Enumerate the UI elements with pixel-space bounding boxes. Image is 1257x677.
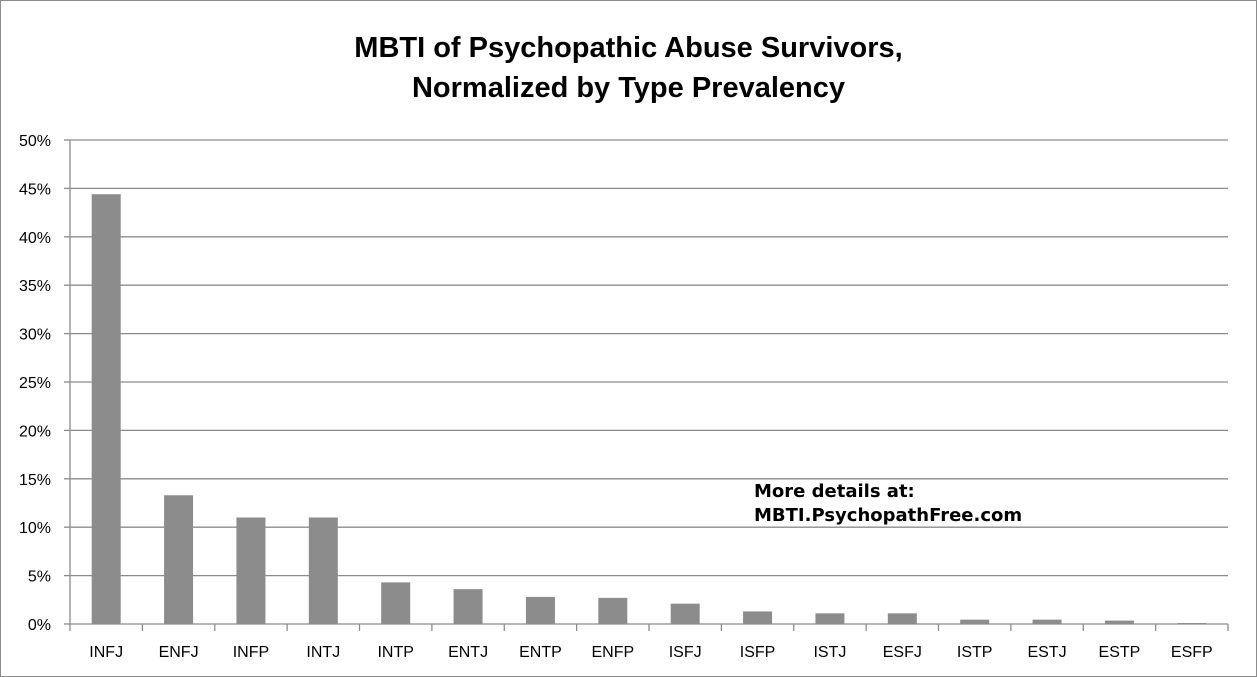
chart-title-line-2: Normalized by Type Prevalency <box>411 72 846 104</box>
x-tick-label: ISTP <box>957 644 993 661</box>
bar <box>381 582 411 624</box>
annotation-line-2: MBTI.PsychopathFree.com <box>754 505 1023 526</box>
annotation-text: More details at: MBTI.PsychopathFree.com <box>754 480 1022 528</box>
x-tick-label: INFP <box>233 644 269 661</box>
x-tick-label: INTJ <box>306 644 340 661</box>
y-tick-label: 35% <box>19 278 51 295</box>
x-tick-label: ESTP <box>1099 644 1141 661</box>
bar <box>960 619 990 624</box>
x-tick-label: ISFJ <box>669 644 702 661</box>
y-tick-label: 10% <box>19 520 51 537</box>
y-tick-label: 0% <box>28 617 51 634</box>
bar <box>453 589 483 624</box>
chart-title: MBTI of Psychopathic Abuse Survivors, No… <box>0 28 1257 108</box>
chart-title-line-1: MBTI of Psychopathic Abuse Survivors, <box>354 32 903 64</box>
y-tick-label: 5% <box>28 569 51 586</box>
x-tick-label: ENFJ <box>159 644 199 661</box>
bar <box>236 517 266 624</box>
y-tick-label: 15% <box>19 472 51 489</box>
y-tick-label: 30% <box>19 327 51 344</box>
y-tick-label: 40% <box>19 230 51 247</box>
x-tick-label: ISTJ <box>813 644 846 661</box>
bar <box>1177 623 1207 624</box>
x-tick-label: ENFP <box>591 644 634 661</box>
x-tick-label: ENTP <box>519 644 562 661</box>
bar <box>743 611 773 624</box>
bar <box>1032 619 1062 624</box>
y-tick-label: 45% <box>19 181 51 198</box>
x-tick-label: ESFP <box>1171 644 1213 661</box>
bar <box>670 603 700 624</box>
bar <box>815 613 845 624</box>
x-tick-label: ISFP <box>740 644 776 661</box>
y-tick-label: 25% <box>19 375 51 392</box>
y-tick-label: 50% <box>19 133 51 150</box>
x-tick-label: ENTJ <box>448 644 488 661</box>
annotation-line-1: More details at: <box>754 481 915 502</box>
y-tick-label: 20% <box>19 423 51 440</box>
x-tick-label: ESTJ <box>1028 644 1067 661</box>
bar <box>525 596 555 624</box>
bar <box>308 517 338 624</box>
x-tick-label: INTP <box>377 644 413 661</box>
x-tick-label: INFJ <box>89 644 123 661</box>
bar <box>1104 620 1134 624</box>
x-tick-label: ESFJ <box>883 644 922 661</box>
bar <box>164 495 194 624</box>
bar <box>91 194 121 624</box>
bar <box>887 613 917 624</box>
bar <box>598 597 628 624</box>
